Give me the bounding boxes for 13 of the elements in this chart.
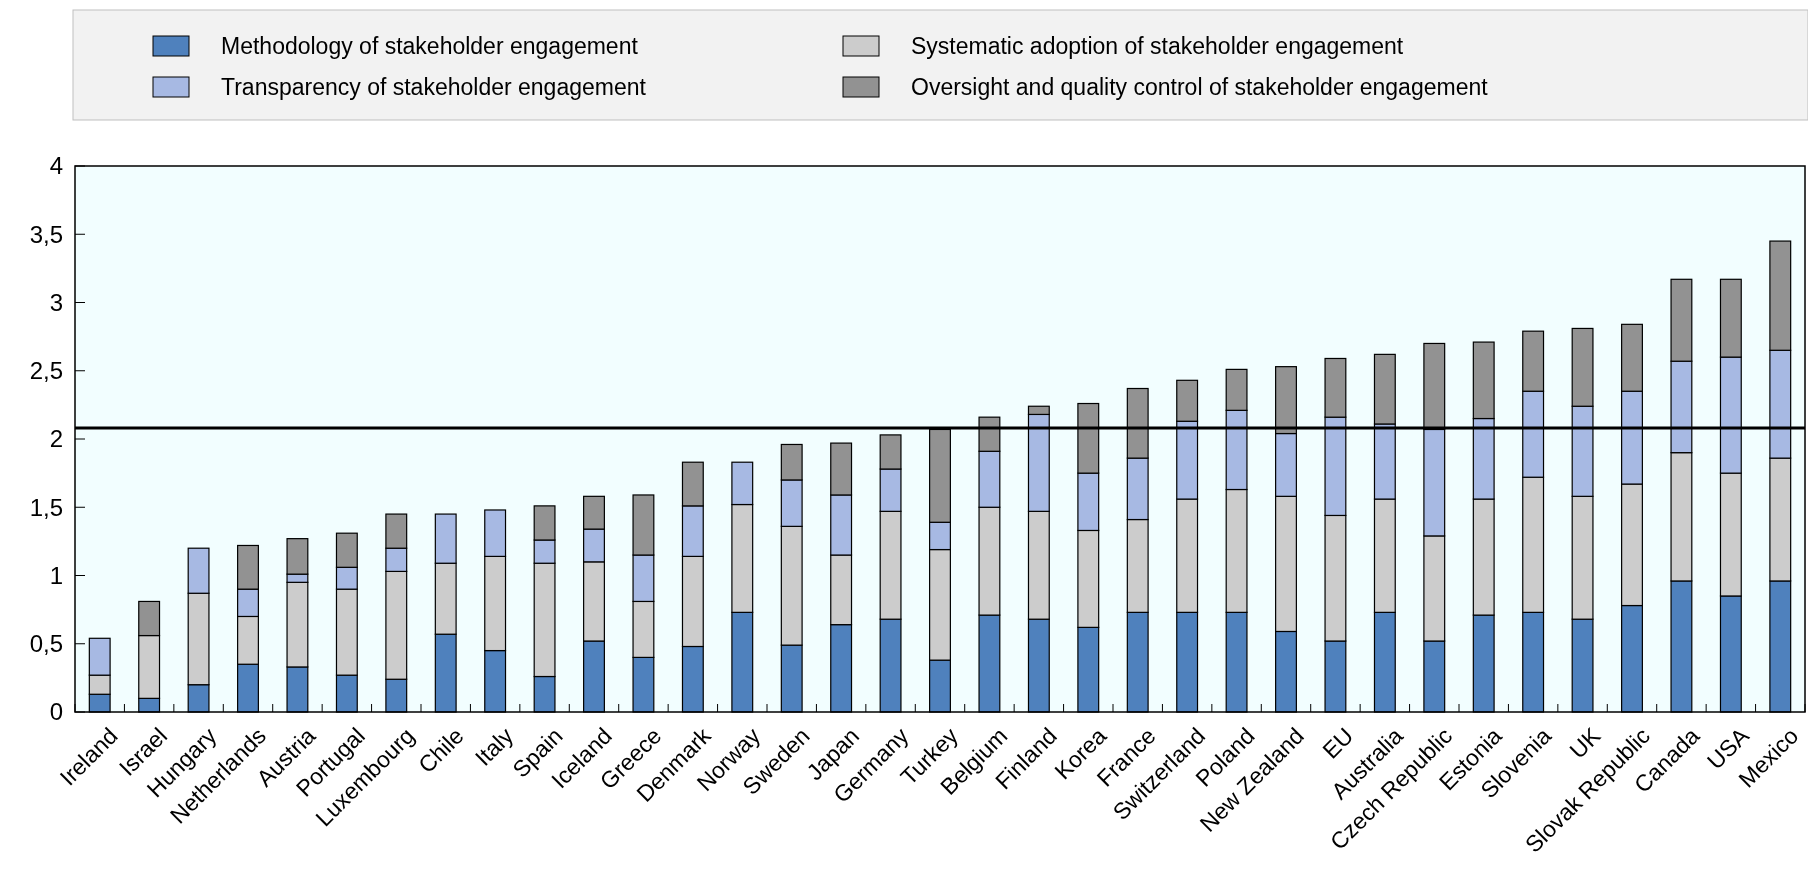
y-tick-label: 4 — [49, 152, 63, 180]
legend-label: Oversight and quality control of stakeholder engagement — [911, 74, 1489, 100]
y-tick-label: 3,5 — [29, 220, 63, 248]
legend-label: Methodology of stakeholder engagement — [221, 33, 639, 59]
y-tick-label: 3 — [49, 288, 63, 316]
legend-label: Systematic adoption of stakeholder engagement — [911, 33, 1404, 59]
y-tick-label: 0 — [49, 698, 63, 726]
y-tick-label: 2 — [49, 425, 63, 453]
y-tick-label: 2,5 — [29, 357, 63, 385]
y-tick-label: 1,5 — [29, 493, 63, 521]
y-tick-label: 0,5 — [29, 630, 63, 658]
y-tick-label: 1 — [49, 561, 63, 589]
legend-label: Transparency of stakeholder engagement — [221, 74, 647, 100]
